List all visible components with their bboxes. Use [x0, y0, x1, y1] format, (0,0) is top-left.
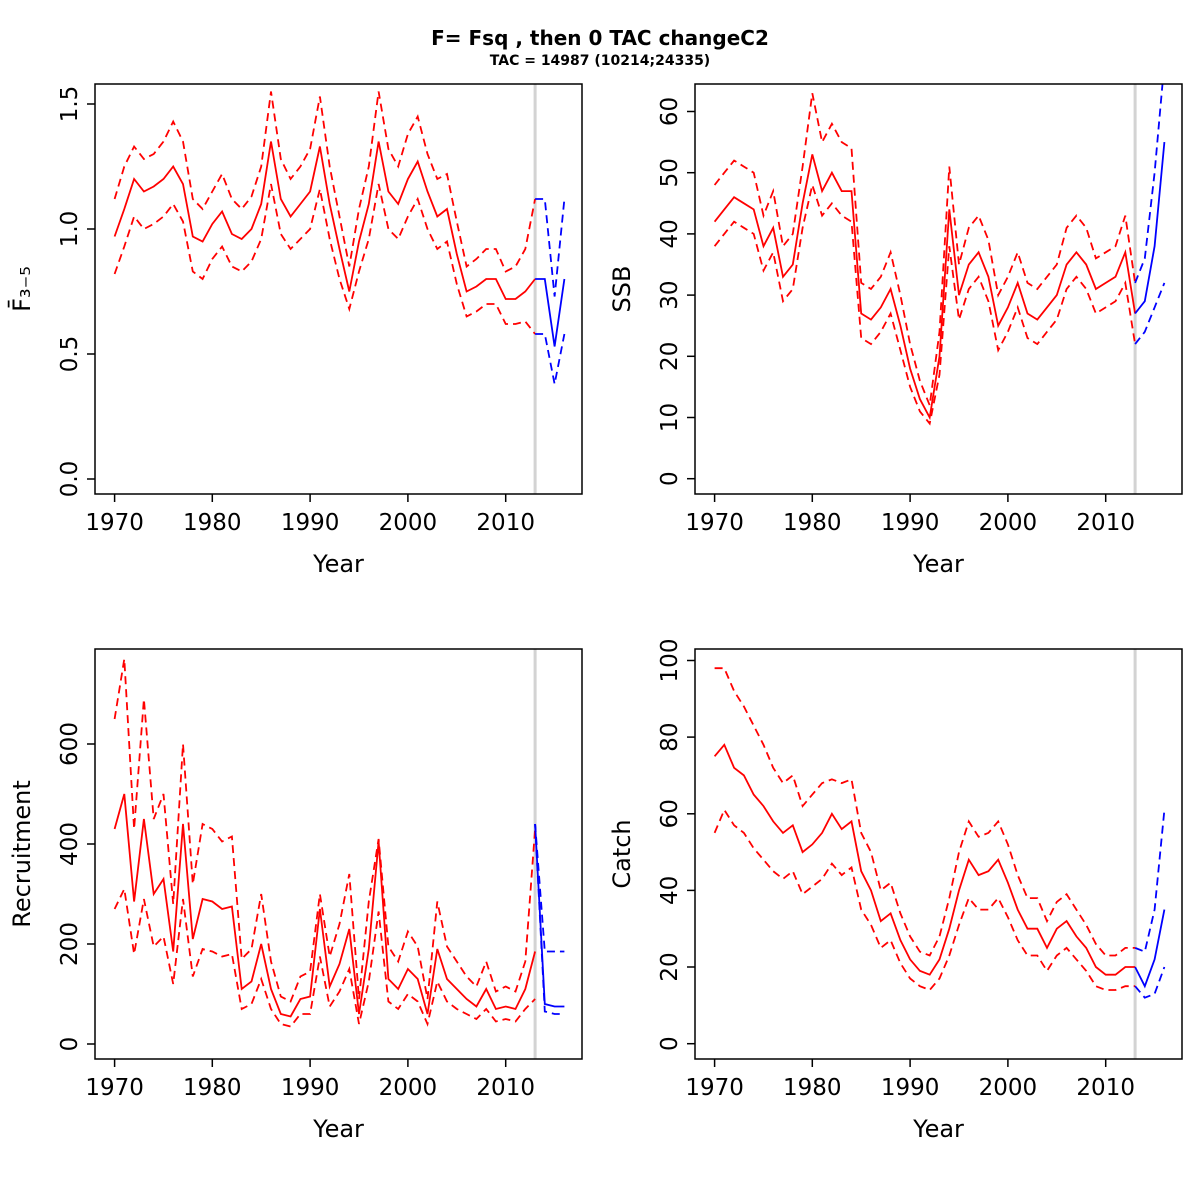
panel-fbar-chart: 1970 1980 1990 2000 2010 0.0 0.5 1.0 1.5 Year F̄₃₋…: [7, 83, 583, 578]
hist-upper-ci-line: [714, 667, 1136, 957]
y-tick-label: 0: [657, 1036, 683, 1051]
x-tick-label: 1980: [183, 510, 242, 536]
plot-border: [94, 648, 583, 1060]
x-tick-label: 1980: [783, 1075, 842, 1101]
x-axis-label: Year: [912, 1115, 964, 1143]
plot-border: [94, 83, 583, 495]
panel-ssb-chart: 1970 1980 1990 2000 2010 0 10 20 30 40 50 60 Year SSB: [608, 83, 1183, 578]
panel-catch-chart: 1970 1980 1990 2000 2010 0 20 40 60 80 100 Year Catc…: [608, 639, 1183, 1143]
figure-subtitle: TAC = 14987 (10214;24335): [489, 52, 711, 69]
hist-lower-ci-line: [113, 885, 536, 1028]
y-axis-label: Catch: [608, 819, 636, 888]
y-tick-label: 10: [657, 403, 683, 432]
proj-upper-ci-line: [1134, 809, 1166, 953]
proj-upper-ci-line: [534, 823, 565, 953]
x-tick-label: 2000: [379, 1075, 438, 1101]
x-axis-label: Year: [912, 550, 964, 578]
hist-upper-ci-line: [113, 91, 536, 273]
y-tick-label: 0: [57, 1037, 83, 1052]
proj-median-line: [534, 823, 565, 1008]
y-tick-label: 1.5: [57, 86, 83, 123]
proj-median-line: [1134, 909, 1166, 989]
y-tick-label: 100: [657, 639, 683, 683]
hist-lower-ci-line: [113, 183, 536, 335]
panel-recruitment-chart: 1970 1980 1990 2000 2010 0 200 400 600 Year Recrui…: [8, 648, 583, 1143]
x-tick-label: 2010: [476, 510, 535, 536]
hist-median-line: [113, 793, 536, 1018]
y-tick-label: 200: [57, 922, 83, 966]
y-tick-label: 50: [657, 158, 683, 187]
panels-grid: 1970 1980 1990 2000 2010 0.0 0.5 1.0 1.5 Year F̄₃₋…: [0, 70, 1200, 1200]
x-tick-label: 1980: [783, 510, 842, 536]
hist-median-line: [713, 743, 1136, 976]
y-tick-label: 30: [657, 280, 683, 309]
x-tick-label: 1970: [85, 510, 144, 536]
hist-lower-ci-line: [713, 807, 1136, 992]
figure-title: F= Fsq , then 0 TAC changeC2: [431, 25, 769, 50]
y-tick-label: 20: [657, 952, 683, 981]
y-tick-label: 20: [657, 342, 683, 371]
y-tick-label: 0.5: [57, 336, 83, 373]
x-tick-label: 1990: [281, 1075, 340, 1101]
hist-upper-ci-line: [113, 658, 536, 1003]
y-tick-label: 40: [657, 219, 683, 248]
y-tick-label: 40: [657, 876, 683, 905]
x-tick-label: 1970: [685, 1075, 744, 1101]
y-axis-label: F̄₃₋₅: [7, 266, 36, 312]
plot-border: [694, 83, 1183, 495]
y-tick-label: 1.0: [57, 211, 83, 248]
proj-lower-ci-line: [1134, 966, 1166, 999]
hist-median-line: [713, 154, 1136, 421]
y-axis-label: SSB: [608, 266, 636, 313]
y-tick-label: 400: [57, 822, 83, 866]
hist-upper-ci-line: [713, 93, 1136, 409]
x-tick-label: 1990: [881, 510, 940, 536]
proj-upper-ci-line: [1134, 84, 1164, 284]
y-tick-label: 0: [657, 471, 683, 486]
proj-upper-ci-line: [535, 198, 566, 297]
x-tick-label: 1970: [85, 1075, 144, 1101]
hist-median-line: [113, 141, 536, 300]
x-tick-label: 2000: [979, 510, 1038, 536]
x-tick-label: 2010: [476, 1075, 535, 1101]
x-tick-label: 1980: [183, 1075, 242, 1101]
proj-lower-ci-line: [1134, 282, 1166, 345]
x-tick-label: 1970: [685, 510, 744, 536]
y-tick-label: 600: [57, 722, 83, 766]
x-tick-label: 2010: [1076, 510, 1135, 536]
y-tick-label: 60: [657, 97, 683, 126]
proj-median-line: [1134, 142, 1166, 315]
x-tick-label: 1990: [881, 1075, 940, 1101]
proj-lower-ci-line: [535, 333, 566, 385]
x-tick-label: 2000: [979, 1075, 1038, 1101]
x-tick-label: 1990: [281, 510, 340, 536]
proj-median-line: [535, 278, 566, 347]
plot-border: [694, 648, 1183, 1060]
x-tick-label: 2010: [1076, 1075, 1135, 1101]
x-axis-label: Year: [312, 550, 364, 578]
y-tick-label: 60: [657, 799, 683, 828]
y-tick-label: 0.0: [57, 461, 83, 498]
y-axis-label: Recruitment: [8, 780, 36, 927]
x-axis-label: Year: [312, 1115, 364, 1143]
x-tick-label: 2000: [379, 510, 438, 536]
figure-header: F= Fsq , then 0 TAC changeC2 TAC = 14987…: [0, 0, 1200, 70]
y-tick-label: 80: [657, 722, 683, 751]
